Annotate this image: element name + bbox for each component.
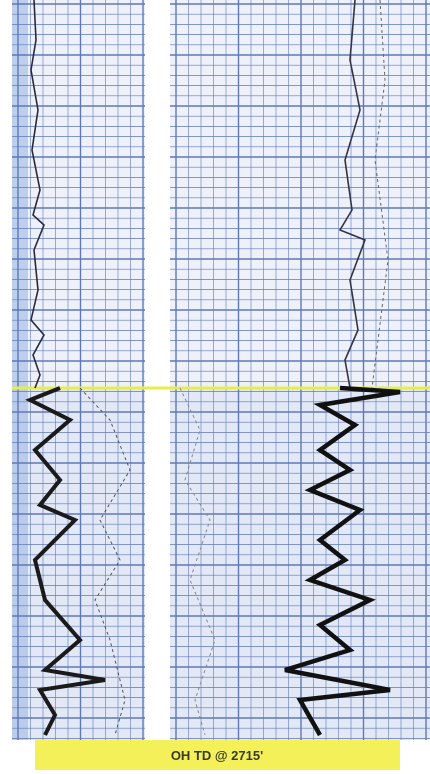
left-curve-upper [30, 0, 45, 389]
depth-band [12, 0, 28, 740]
right-curve-faint [179, 387, 216, 736]
left-curve-dashed [79, 387, 131, 736]
label-box [35, 740, 400, 770]
right-curve-upper [338, 0, 367, 389]
right-curve-lower [284, 385, 401, 737]
td-label: OH TD @ 2715' [171, 748, 263, 763]
left-curve-lower [25, 386, 106, 736]
